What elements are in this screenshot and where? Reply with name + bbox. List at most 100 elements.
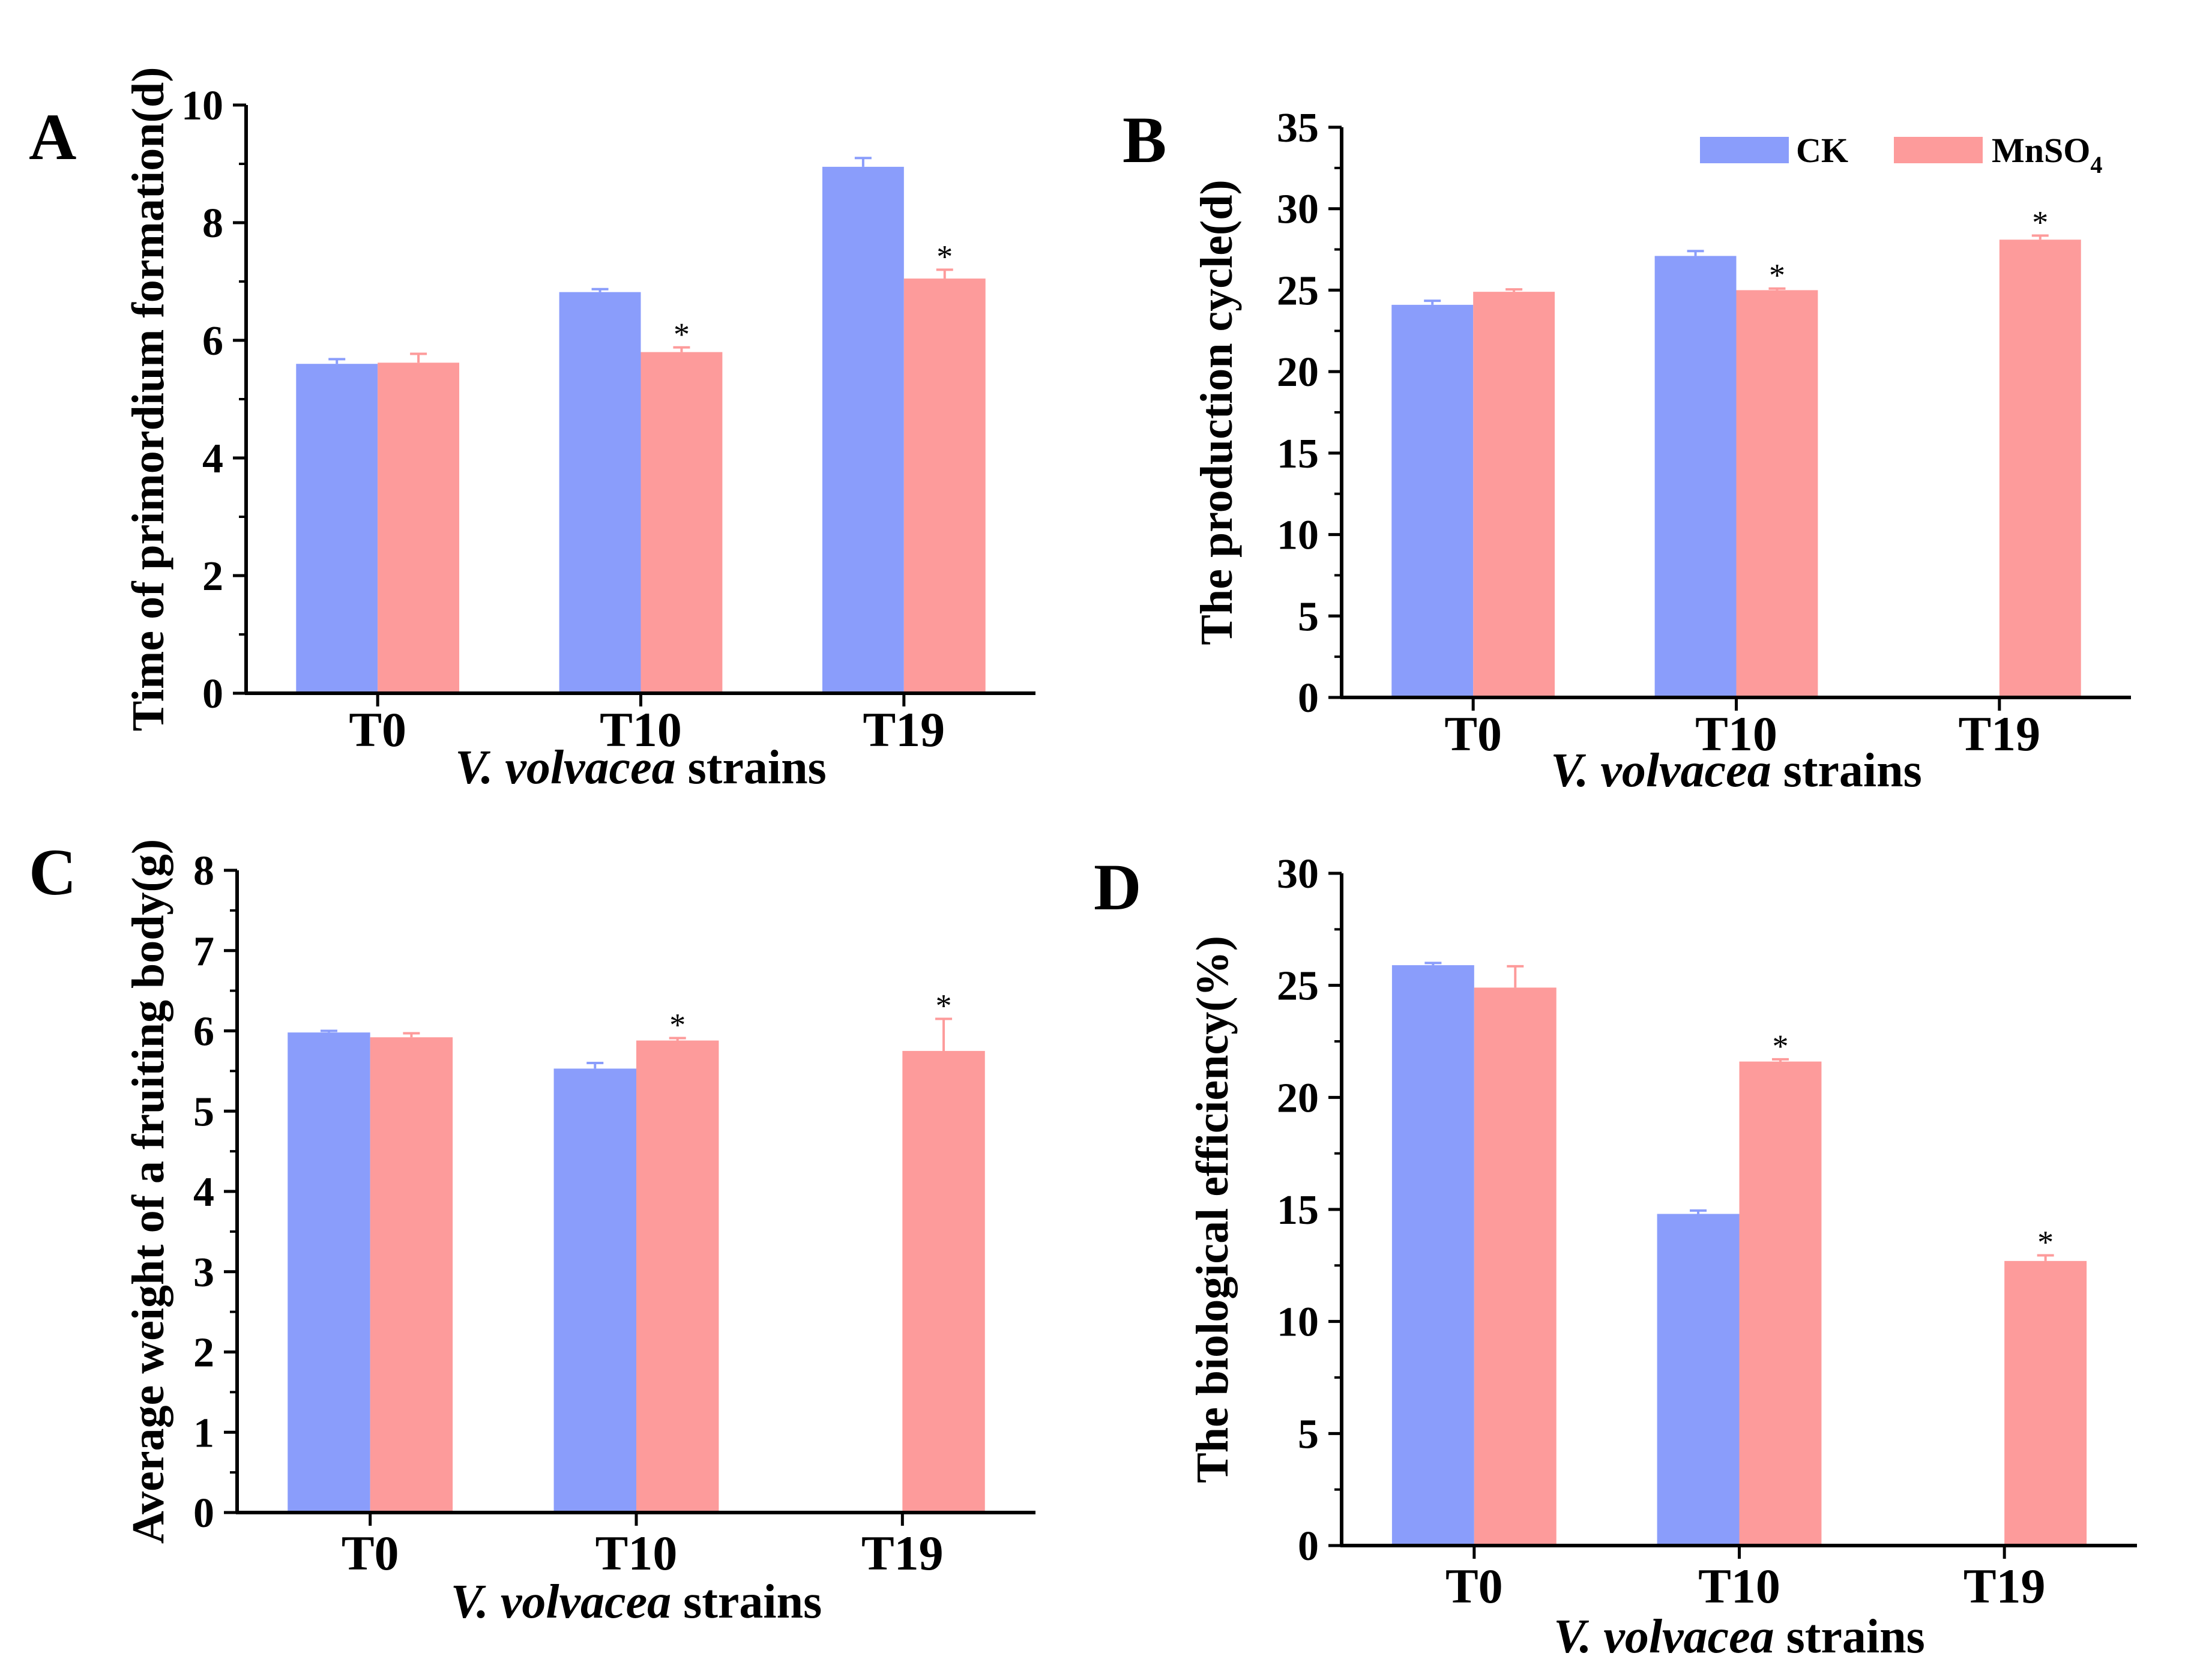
y-tick-label: 25	[1277, 268, 1319, 314]
y-tick-label: 30	[1277, 851, 1319, 897]
bar-mnso4-t19	[1999, 239, 2081, 697]
bar-mnso4-t19	[903, 278, 986, 694]
y-tick-label: 6	[193, 1009, 214, 1055]
y-tick-label: 0	[1298, 1523, 1319, 1570]
y-tick-label: 15	[1277, 1187, 1319, 1233]
x-axis-title-rest: strains	[1771, 744, 1922, 797]
panel-letter: A	[29, 100, 76, 173]
bar-ck-t0	[288, 1032, 370, 1513]
bar-ck-t10	[1654, 256, 1737, 697]
bar-mnso4-t19	[902, 1050, 985, 1513]
bar-mnso4-t19	[2004, 1260, 2087, 1546]
significance-star-t19: *	[2032, 205, 2048, 241]
bar-ck-t10	[553, 1068, 636, 1513]
y-tick-label: 6	[202, 318, 223, 364]
y-tick-label: 30	[1277, 187, 1319, 233]
y-axis-title: The production cycle(d)	[1192, 179, 1242, 645]
y-tick-label: 2	[193, 1330, 214, 1376]
y-tick-label: 1	[193, 1410, 214, 1456]
bar-mnso4-t0	[378, 363, 460, 693]
y-tick-label: 4	[202, 436, 223, 482]
x-tick-label-t0: T0	[349, 702, 406, 757]
y-tick-label: 5	[1298, 1411, 1319, 1457]
bar-ck-t19	[822, 166, 904, 693]
y-axis-title: The biological efficiency(%)	[1187, 936, 1238, 1483]
y-tick-label: 25	[1277, 963, 1319, 1010]
bar-ck-t10	[1657, 1214, 1740, 1546]
legend-label-ck: CK	[1796, 131, 1848, 170]
y-tick-label: 10	[1277, 1299, 1319, 1346]
bar-ck-t0	[296, 364, 378, 693]
x-axis-title-italic: V. volvacea	[451, 1576, 671, 1628]
x-tick-label-t0: T0	[342, 1526, 399, 1580]
x-tick-label-t10: T10	[1698, 1559, 1780, 1613]
legend-swatch-ck	[1700, 137, 1789, 163]
legend-swatch-mnso4	[1894, 137, 1983, 163]
y-tick-label: 4	[193, 1169, 214, 1215]
bar-ck-t0	[1391, 965, 1474, 1546]
panel-letter: B	[1123, 103, 1166, 176]
x-tick-label-t0: T0	[1445, 1559, 1503, 1613]
x-axis-title: V. volvacea strains	[455, 741, 826, 794]
x-axis-title-italic: V. volvacea	[455, 741, 675, 794]
x-axis-title: V. volvacea strains	[1551, 744, 1921, 797]
panel-letter: D	[1094, 851, 1141, 924]
x-tick-label-t19: T19	[1958, 706, 2040, 761]
y-tick-label: 7	[193, 929, 214, 975]
x-tick-label-t10: T10	[595, 1526, 678, 1580]
y-tick-label: 10	[1277, 513, 1319, 559]
x-tick-label-t0: T0	[1444, 706, 1502, 761]
x-axis-title: V. volvacea strains	[1554, 1610, 1924, 1663]
x-axis-title-rest: strains	[676, 741, 827, 794]
legend-label-mnso4: MnSO4	[1992, 131, 2102, 178]
bar-mnso4-t0	[1473, 292, 1555, 698]
y-tick-label: 5	[193, 1089, 214, 1135]
bar-mnso4-t0	[1474, 987, 1557, 1546]
significance-star-t19: *	[936, 238, 953, 274]
x-tick-label-t19: T19	[863, 702, 945, 757]
significance-star-t10: *	[674, 316, 690, 352]
bar-mnso4-t10	[1739, 1061, 1822, 1546]
y-tick-label: 8	[202, 200, 223, 247]
chart-panel-d: D T0 * T10 * T19 0 5 10 15 20 25 30 The biological ef…	[1094, 851, 2137, 1663]
y-tick-label: 2	[202, 553, 223, 600]
y-tick-label: 5	[1298, 594, 1319, 640]
x-axis-title-italic: V. volvacea	[1554, 1610, 1774, 1663]
bar-mnso4-t10	[1736, 290, 1818, 697]
panel-letter: C	[29, 835, 76, 909]
x-axis-title: V. volvacea strains	[451, 1576, 822, 1628]
y-tick-label: 0	[193, 1490, 214, 1537]
y-axis-title: Average weight of a fruiting body(g)	[123, 839, 173, 1544]
legend: CK MnSO4	[1700, 131, 2102, 178]
x-tick-label-t10: T10	[600, 702, 682, 757]
y-tick-label: 20	[1277, 1075, 1319, 1121]
y-tick-label: 0	[202, 671, 223, 717]
y-axis-title: Time of primordium formation(d)	[123, 67, 173, 732]
x-tick-label-t19: T19	[861, 1526, 944, 1580]
significance-star-t10: *	[1772, 1028, 1788, 1064]
significance-star-t19: *	[936, 987, 952, 1023]
y-tick-label: 10	[181, 83, 223, 129]
y-tick-label: 20	[1277, 349, 1319, 396]
significance-star-t19: *	[2037, 1224, 2054, 1260]
significance-star-t10: *	[669, 1007, 686, 1043]
bar-ck-t0	[1391, 304, 1474, 697]
y-tick-label: 3	[193, 1250, 214, 1296]
x-axis-title-rest: strains	[671, 1576, 822, 1628]
x-tick-label-t10: T10	[1695, 706, 1777, 761]
x-axis-title-rest: strains	[1774, 1610, 1925, 1663]
x-axis-title-italic: V. volvacea	[1551, 744, 1771, 797]
y-tick-label: 15	[1277, 431, 1319, 477]
y-tick-label: 35	[1277, 105, 1319, 151]
bar-ck-t10	[559, 292, 641, 693]
y-tick-label: 0	[1298, 675, 1319, 721]
chart-panel-c: C T0 * T10 * T19 0 1 2 3 4 5 6 7 8 Average weight of a …	[29, 835, 1035, 1628]
bar-mnso4-t10	[636, 1040, 719, 1513]
significance-star-t10: *	[1769, 257, 1785, 294]
bar-mnso4-t0	[370, 1037, 453, 1513]
chart-panel-b: B T0 * T10 * T19 0 5 10 15 20 25 30 35 The production …	[1123, 103, 2131, 797]
bar-mnso4-t10	[640, 352, 723, 693]
